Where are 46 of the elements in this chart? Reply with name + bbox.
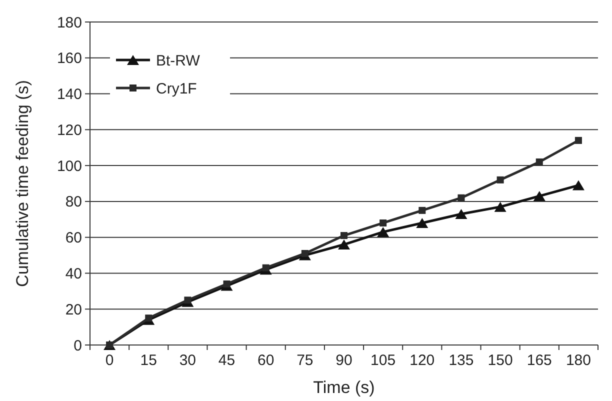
point (340, 232, 348, 240)
x-tick-label: 0 (105, 352, 114, 369)
x-tick-label: 120 (410, 352, 435, 369)
y-tick-label: 20 (65, 301, 82, 318)
point (262, 264, 270, 272)
x-tick-label: 75 (296, 352, 314, 369)
y-tick-label: 0 (74, 337, 82, 354)
x-tick-label: 165 (526, 352, 552, 369)
point (574, 136, 582, 144)
point (301, 250, 308, 257)
point (536, 158, 543, 166)
point (572, 180, 584, 190)
point (338, 240, 350, 250)
point (380, 219, 387, 226)
point (377, 226, 390, 237)
x-tick-label: 90 (336, 352, 352, 369)
x-tick-label: 45 (218, 352, 236, 369)
legend-label: Cry1F (156, 80, 197, 98)
x-tick-label: 15 (140, 352, 157, 369)
point (533, 191, 546, 202)
y-tick-label: 160 (56, 50, 82, 68)
point (496, 176, 504, 184)
x-tick-label: 60 (258, 352, 274, 369)
point (184, 296, 192, 304)
x-axis-title: Time (s) (313, 378, 375, 397)
point (494, 202, 506, 212)
y-tick-label: 60 (65, 230, 82, 247)
point (455, 209, 468, 220)
x-tick-label: 135 (448, 352, 474, 369)
y-tick-label: 120 (56, 122, 82, 139)
point (145, 314, 152, 322)
y-tick-label: 80 (65, 194, 82, 211)
y-tick-label: 180 (56, 14, 82, 32)
point (418, 206, 426, 214)
y-tick-label: 140 (56, 86, 82, 104)
y-tick-label: 40 (65, 265, 82, 282)
x-tick-label: 105 (370, 352, 396, 369)
point (223, 280, 230, 288)
point (416, 218, 428, 228)
point (458, 194, 465, 202)
y-tick-label: 100 (56, 158, 82, 175)
y-axis-title: Cumulative time feeding (s) (13, 80, 32, 287)
x-tick-label: 30 (179, 352, 196, 369)
legend-label: Bt-RW (156, 52, 201, 70)
x-tick-label: 150 (488, 352, 513, 369)
x-tick-label: 180 (566, 352, 591, 369)
